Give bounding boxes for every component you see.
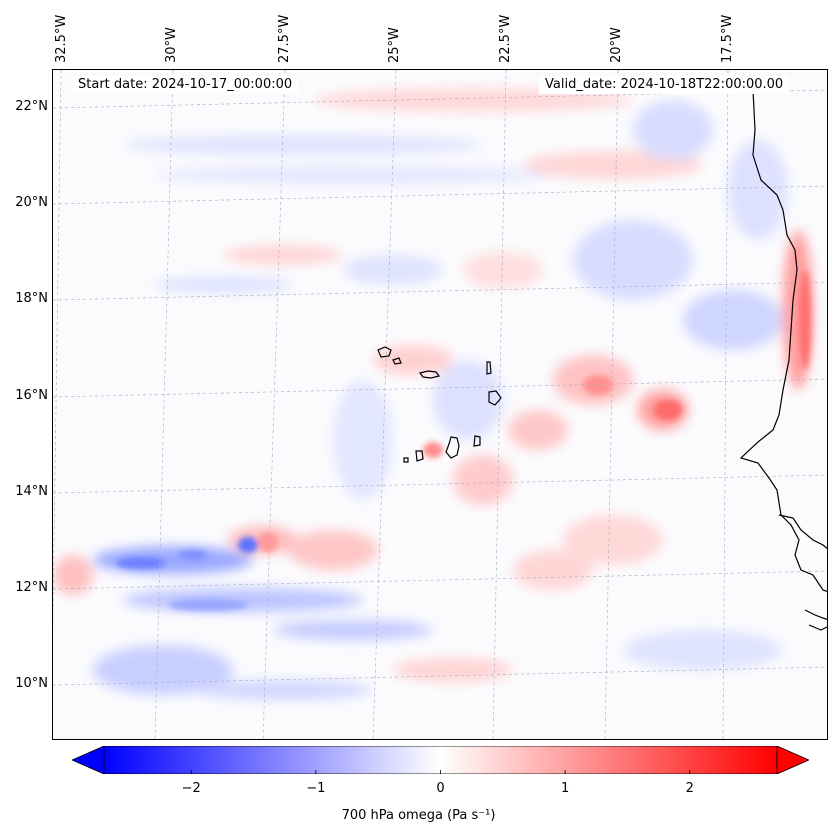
lat-label-12N: 12°N (15, 580, 48, 595)
maio (473, 435, 481, 447)
fogo (415, 450, 424, 462)
lat-label-20N: 20°N (15, 195, 48, 210)
colorbar-max-extend (776, 746, 809, 774)
lon-label-25W: 25°W (387, 27, 402, 63)
colorbar-label: 700 hPa omega (Pa s⁻¹) (341, 808, 496, 823)
africa-coast (739, 89, 827, 592)
colorbar-tick-marks (190, 770, 691, 774)
omega-field-cores (116, 270, 811, 611)
lon-label-20W: 20°W (609, 27, 624, 63)
colorbar-tick-label: −1 (306, 781, 326, 796)
lon-label-32.5W: 32.5°W (54, 14, 69, 63)
lon-label-17.5W: 17.5°W (720, 14, 735, 63)
santo-antao (377, 346, 392, 358)
colorbar-tick-label: 2 (685, 781, 694, 796)
lat-label-18N: 18°N (15, 291, 48, 306)
bijagos (804, 609, 827, 631)
colorbar-gradient (103, 746, 778, 774)
colorbar-tick-label: −2 (181, 781, 201, 796)
colorbar-tick-label: 1 (560, 781, 570, 796)
sal (486, 361, 492, 375)
lon-label-22.5W: 22.5°W (498, 14, 513, 63)
lat-label-16N: 16°N (15, 388, 48, 403)
valid-date-label: Valid_date: 2024-10-18T22:00:00.00 (539, 76, 790, 94)
santiago (445, 436, 460, 459)
colorbar (72, 746, 809, 774)
brava (403, 457, 409, 463)
africa-coast-south (778, 514, 827, 550)
lat-label-10N: 10°N (15, 676, 48, 691)
map-plot-area[interactable] (52, 69, 828, 740)
boavista (488, 390, 502, 406)
graticule (53, 70, 827, 739)
lon-label-27.5W: 27.5°W (277, 14, 292, 63)
coastlines (377, 89, 827, 631)
sao-nicolau (418, 370, 441, 379)
start-date-label: Start date: 2024-10-17_00:00:00 (72, 76, 299, 94)
lat-label-14N: 14°N (15, 484, 48, 499)
sao-vicente (392, 357, 402, 365)
lat-label-22N: 22°N (15, 99, 48, 114)
colorbar-tick-label: 0 (436, 781, 445, 796)
lon-label-30W: 30°W (164, 27, 179, 63)
omega-field-map (53, 70, 827, 739)
colorbar-min-extend (72, 746, 105, 774)
